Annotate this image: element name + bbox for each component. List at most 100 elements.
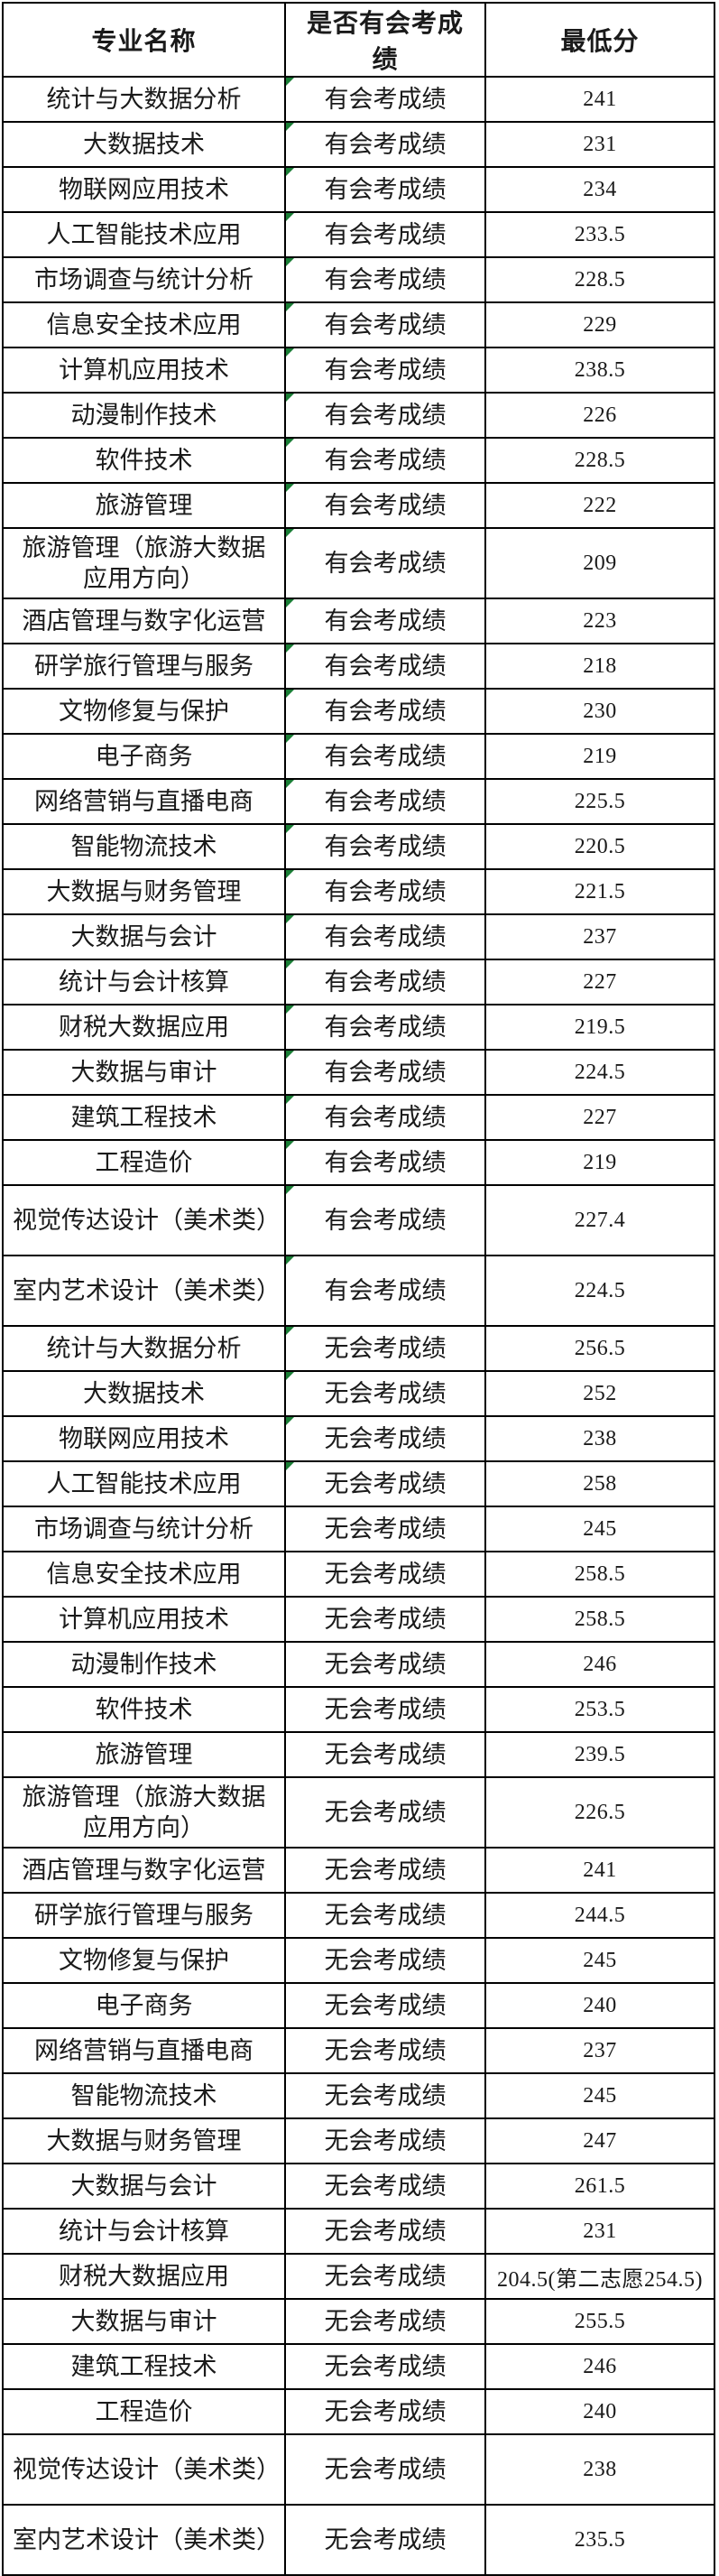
min-score: 252	[583, 1381, 617, 1405]
exam-cell: 有会考成绩	[284, 1004, 486, 1051]
exam-status: 无会考成绩	[324, 1741, 447, 1768]
table-row: 文物修复与保护 有会考成绩 230	[2, 688, 715, 735]
table-row: 大数据与财务管理 无会考成绩 247	[2, 2117, 715, 2164]
score-cell: 228.5	[484, 437, 715, 484]
major-name: 软件技术	[95, 1696, 193, 1723]
exam-cell: 无会考成绩	[284, 1596, 486, 1643]
table-row: 计算机应用技术 无会考成绩 258.5	[2, 1596, 715, 1643]
exam-cell: 有会考成绩	[284, 437, 486, 484]
exam-status: 有会考成绩	[324, 402, 447, 429]
min-score: 258	[583, 1471, 617, 1496]
table-row: 物联网应用技术 无会考成绩 238	[2, 1415, 715, 1462]
major-cell: 统计与会计核算	[2, 2208, 286, 2255]
cell-flag-triangle-icon	[287, 690, 294, 698]
exam-cell: 无会考成绩	[284, 2027, 486, 2074]
table-row: 统计与大数据分析 有会考成绩 241	[2, 76, 715, 123]
cell-flag-triangle-icon	[287, 530, 294, 537]
major-cell: 大数据技术	[2, 1370, 286, 1417]
cell-flag-triangle-icon	[287, 1006, 294, 1014]
exam-cell: 有会考成绩	[284, 1255, 486, 1327]
table-row: 视觉传达设计（美术类） 无会考成绩 238	[2, 2433, 715, 2506]
exam-cell: 有会考成绩	[284, 778, 486, 825]
major-cell: 财税大数据应用	[2, 2253, 286, 2300]
min-score: 228.5	[574, 267, 626, 292]
exam-status: 无会考成绩	[324, 1902, 447, 1929]
major-cell: 智能物流技术	[2, 2072, 286, 2119]
exam-cell: 有会考成绩	[284, 166, 486, 213]
score-cell: 235.5	[484, 2504, 715, 2576]
major-name: 物联网应用技术	[59, 176, 229, 203]
major-cell: 软件技术	[2, 1686, 286, 1733]
score-cell: 244.5	[484, 1892, 715, 1939]
score-cell: 209	[484, 527, 715, 599]
min-score: 234	[583, 177, 617, 201]
exam-cell: 无会考成绩	[284, 1776, 486, 1849]
score-cell: 240	[484, 2388, 715, 2435]
score-cell: 238	[484, 2433, 715, 2506]
min-score: 218	[583, 653, 617, 678]
major-cell: 建筑工程技术	[2, 1094, 286, 1141]
cell-flag-triangle-icon	[287, 1142, 294, 1149]
cell-flag-triangle-icon	[287, 781, 294, 788]
major-name: 智能物流技术	[70, 2082, 217, 2109]
cell-flag-triangle-icon	[287, 1373, 294, 1380]
major-name: 网络营销与直播电商	[34, 2037, 253, 2064]
exam-status: 无会考成绩	[324, 2526, 447, 2553]
major-cell: 大数据技术	[2, 121, 286, 168]
min-score: 231	[583, 2219, 617, 2243]
exam-status: 无会考成绩	[324, 2353, 447, 2380]
major-name: 大数据技术	[83, 1380, 205, 1407]
score-cell: 238.5	[484, 347, 715, 394]
exam-cell: 无会考成绩	[284, 1506, 486, 1552]
min-score: 226	[583, 403, 617, 427]
table-row: 电子商务 无会考成绩 240	[2, 1982, 715, 2029]
cell-flag-triangle-icon	[287, 349, 294, 357]
cell-flag-triangle-icon	[287, 645, 294, 653]
min-score: 246	[583, 1652, 617, 1676]
major-name: 统计与会计核算	[59, 968, 229, 996]
min-score: 253.5	[574, 1697, 626, 1721]
score-cell: 228.5	[484, 256, 715, 303]
exam-status: 有会考成绩	[324, 1059, 447, 1086]
table-row: 智能物流技术 无会考成绩 245	[2, 2072, 715, 2119]
score-cell: 219	[484, 733, 715, 780]
table-row: 软件技术 无会考成绩 253.5	[2, 1686, 715, 1733]
major-cell: 酒店管理与数字化运营	[2, 1847, 286, 1894]
exam-cell: 无会考成绩	[284, 2117, 486, 2164]
major-name: 市场调查与统计分析	[34, 266, 253, 293]
table-row: 旅游管理 无会考成绩 239.5	[2, 1731, 715, 1778]
score-cell: 238	[484, 1415, 715, 1462]
exam-status: 有会考成绩	[324, 968, 447, 996]
exam-status: 无会考成绩	[324, 1515, 447, 1543]
exam-cell: 有会考成绩	[284, 733, 486, 780]
major-cell: 研学旅行管理与服务	[2, 1892, 286, 1939]
exam-cell: 有会考成绩	[284, 256, 486, 303]
major-name: 工程造价	[95, 1149, 193, 1176]
table-row: 大数据与审计 无会考成绩 255.5	[2, 2298, 715, 2345]
major-cell: 视觉传达设计（美术类）	[2, 1184, 286, 1256]
score-cell: 225.5	[484, 778, 715, 825]
exam-cell: 无会考成绩	[284, 1982, 486, 2029]
exam-status: 无会考成绩	[324, 1947, 447, 1974]
min-score: 221.5	[574, 879, 626, 903]
score-cell: 245	[484, 2072, 715, 2119]
min-score: 238	[583, 1426, 617, 1450]
table-row: 酒店管理与数字化运营 无会考成绩 241	[2, 1847, 715, 1894]
score-cell: 220.5	[484, 823, 715, 870]
exam-status: 无会考成绩	[324, 1799, 447, 1826]
score-cell: 256.5	[484, 1325, 715, 1372]
major-name: 物联网应用技术	[59, 1425, 229, 1452]
major-name: 大数据技术	[83, 131, 205, 158]
exam-status: 有会考成绩	[324, 357, 447, 384]
major-cell: 酒店管理与数字化运营	[2, 598, 286, 644]
min-score: 226.5	[574, 1800, 626, 1824]
major-name: 视觉传达设计（美术类）	[13, 2456, 281, 2483]
major-cell: 电子商务	[2, 1982, 286, 2029]
score-cell: 245	[484, 1937, 715, 1984]
score-cell: 240	[484, 1982, 715, 2029]
exam-status: 有会考成绩	[324, 266, 447, 293]
major-cell: 旅游管理（旅游大数据应用方向）	[2, 1776, 286, 1849]
exam-status: 无会考成绩	[324, 2218, 447, 2245]
score-cell: 246	[484, 2343, 715, 2390]
